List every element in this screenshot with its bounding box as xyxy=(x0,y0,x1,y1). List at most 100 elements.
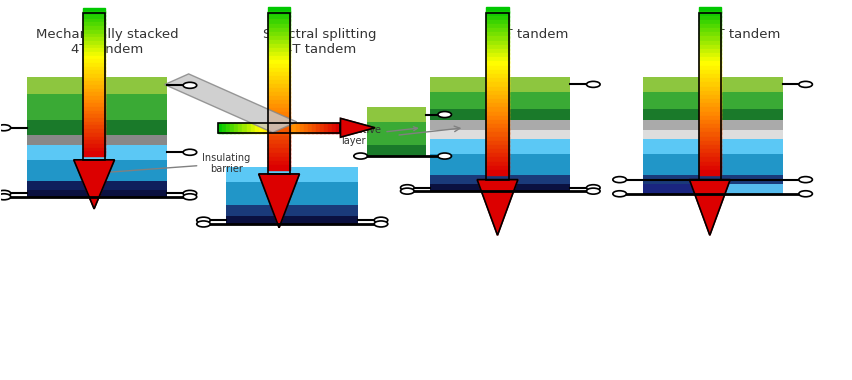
Bar xyxy=(642,92,783,109)
Bar xyxy=(486,78,509,84)
Bar xyxy=(486,141,509,146)
Circle shape xyxy=(0,125,11,131)
Bar xyxy=(430,139,570,154)
Bar xyxy=(83,48,106,53)
Bar xyxy=(486,53,509,59)
Circle shape xyxy=(586,81,600,87)
Bar xyxy=(268,108,291,114)
Bar xyxy=(271,123,276,133)
Bar xyxy=(312,123,317,133)
Bar xyxy=(275,123,280,133)
Bar xyxy=(699,170,721,176)
Bar xyxy=(699,136,721,142)
Bar xyxy=(268,48,291,53)
Bar xyxy=(83,114,106,119)
Bar xyxy=(268,112,291,117)
Text: 3T tandem: 3T tandem xyxy=(708,28,780,41)
Bar xyxy=(268,56,291,61)
Bar xyxy=(268,144,291,150)
Bar xyxy=(268,27,291,33)
Circle shape xyxy=(183,190,197,196)
Bar xyxy=(699,99,721,105)
Bar xyxy=(83,92,106,97)
Bar xyxy=(486,13,509,180)
Bar xyxy=(486,57,509,63)
Polygon shape xyxy=(689,180,730,235)
Text: Mechanically stacked
4T tandem: Mechanically stacked 4T tandem xyxy=(37,28,179,56)
Bar xyxy=(268,76,291,81)
Bar xyxy=(486,95,509,100)
Circle shape xyxy=(438,153,452,159)
Text: Conductive
layer: Conductive layer xyxy=(326,125,417,146)
Bar xyxy=(27,145,167,160)
Circle shape xyxy=(613,177,626,183)
Bar xyxy=(699,57,721,63)
Bar xyxy=(320,123,325,133)
Bar xyxy=(83,52,106,57)
Circle shape xyxy=(400,188,414,194)
Bar xyxy=(268,52,291,57)
Polygon shape xyxy=(477,180,518,235)
Bar xyxy=(699,20,721,25)
Bar xyxy=(268,124,291,130)
Bar xyxy=(486,70,509,75)
Bar xyxy=(430,77,570,92)
Bar xyxy=(699,74,721,79)
Bar xyxy=(642,130,783,139)
Bar xyxy=(268,157,291,162)
Bar xyxy=(300,123,304,133)
Bar xyxy=(486,87,509,92)
Bar xyxy=(486,99,509,105)
Bar xyxy=(699,32,721,38)
Bar xyxy=(83,118,106,123)
Bar xyxy=(83,100,106,104)
Bar xyxy=(268,161,291,166)
Bar xyxy=(239,123,244,133)
Bar xyxy=(430,184,570,191)
Circle shape xyxy=(183,149,197,155)
Bar xyxy=(699,95,721,100)
Bar xyxy=(83,55,106,60)
Bar xyxy=(83,133,106,138)
Bar xyxy=(234,123,239,133)
Bar xyxy=(699,87,721,92)
Bar xyxy=(83,30,106,35)
Bar xyxy=(642,139,783,154)
Bar xyxy=(250,123,256,133)
Bar xyxy=(83,78,106,82)
Bar xyxy=(366,122,426,145)
Circle shape xyxy=(586,188,600,194)
Circle shape xyxy=(183,194,197,200)
Bar xyxy=(268,141,291,146)
Bar xyxy=(279,123,285,133)
Bar xyxy=(83,125,106,130)
Bar xyxy=(27,190,167,197)
Bar xyxy=(486,124,509,130)
Bar xyxy=(486,170,509,176)
Circle shape xyxy=(197,221,210,227)
Circle shape xyxy=(586,185,600,191)
Bar xyxy=(227,182,358,205)
Text: Insulating
barrier: Insulating barrier xyxy=(101,153,250,174)
Bar xyxy=(308,123,313,133)
Bar xyxy=(699,49,721,54)
Bar xyxy=(699,45,721,50)
Polygon shape xyxy=(164,74,296,133)
Bar xyxy=(255,123,260,133)
Bar xyxy=(268,80,291,85)
Bar xyxy=(486,74,509,79)
Bar xyxy=(268,84,291,89)
Bar xyxy=(642,109,783,120)
Bar xyxy=(430,120,570,130)
Bar xyxy=(268,120,291,125)
Bar xyxy=(699,16,721,21)
Bar xyxy=(699,82,721,88)
Bar xyxy=(486,91,509,96)
Bar xyxy=(226,123,231,133)
Bar xyxy=(699,70,721,75)
Polygon shape xyxy=(259,174,299,228)
Bar xyxy=(83,63,106,68)
Bar xyxy=(268,88,291,93)
Bar xyxy=(486,24,509,29)
Bar xyxy=(83,111,106,116)
